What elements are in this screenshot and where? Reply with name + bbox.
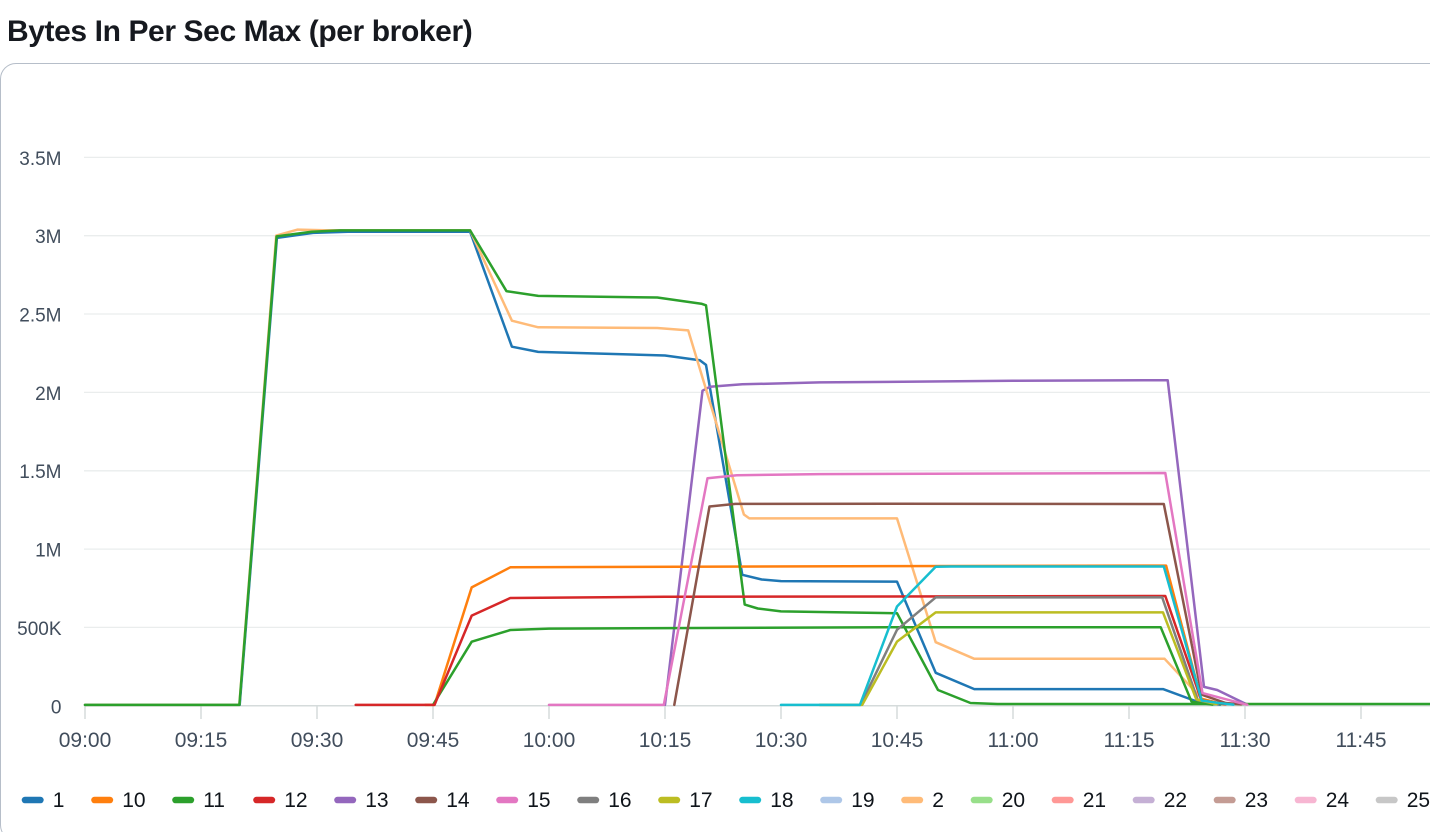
svg-text:13: 13 <box>365 789 388 812</box>
svg-text:18: 18 <box>770 789 793 812</box>
svg-text:2: 2 <box>932 789 944 812</box>
svg-text:09:15: 09:15 <box>175 729 228 752</box>
svg-text:10: 10 <box>122 789 145 812</box>
svg-text:10:00: 10:00 <box>523 729 576 752</box>
svg-text:23: 23 <box>1245 789 1268 812</box>
svg-text:500K: 500K <box>17 619 62 640</box>
svg-text:19: 19 <box>851 789 874 812</box>
svg-text:25: 25 <box>1407 789 1430 812</box>
svg-text:12: 12 <box>284 789 307 812</box>
svg-text:20: 20 <box>1002 789 1025 812</box>
svg-text:14: 14 <box>446 789 470 812</box>
svg-text:11: 11 <box>203 789 225 812</box>
svg-text:10:15: 10:15 <box>639 729 692 752</box>
svg-text:22: 22 <box>1164 789 1187 812</box>
svg-text:1M: 1M <box>35 541 61 562</box>
svg-text:10:30: 10:30 <box>755 729 808 752</box>
svg-text:16: 16 <box>608 789 631 812</box>
svg-text:11:15: 11:15 <box>1104 729 1155 752</box>
svg-text:11:30: 11:30 <box>1220 729 1271 752</box>
svg-text:11:45: 11:45 <box>1336 729 1387 752</box>
svg-text:09:45: 09:45 <box>407 729 460 752</box>
svg-text:0: 0 <box>51 697 62 718</box>
svg-text:15: 15 <box>527 789 550 812</box>
svg-text:17: 17 <box>689 789 712 812</box>
svg-text:1.5M: 1.5M <box>19 462 61 483</box>
svg-text:1: 1 <box>53 789 65 812</box>
svg-text:24: 24 <box>1326 789 1350 812</box>
svg-text:10:45: 10:45 <box>871 729 924 752</box>
svg-text:3.5M: 3.5M <box>19 149 61 170</box>
svg-text:2.5M: 2.5M <box>19 306 61 327</box>
svg-text:11:00: 11:00 <box>988 729 1039 752</box>
svg-text:3M: 3M <box>35 227 61 248</box>
svg-text:21: 21 <box>1083 789 1106 812</box>
svg-text:2M: 2M <box>35 384 61 405</box>
svg-text:09:00: 09:00 <box>59 729 112 752</box>
svg-text:09:30: 09:30 <box>291 729 344 752</box>
